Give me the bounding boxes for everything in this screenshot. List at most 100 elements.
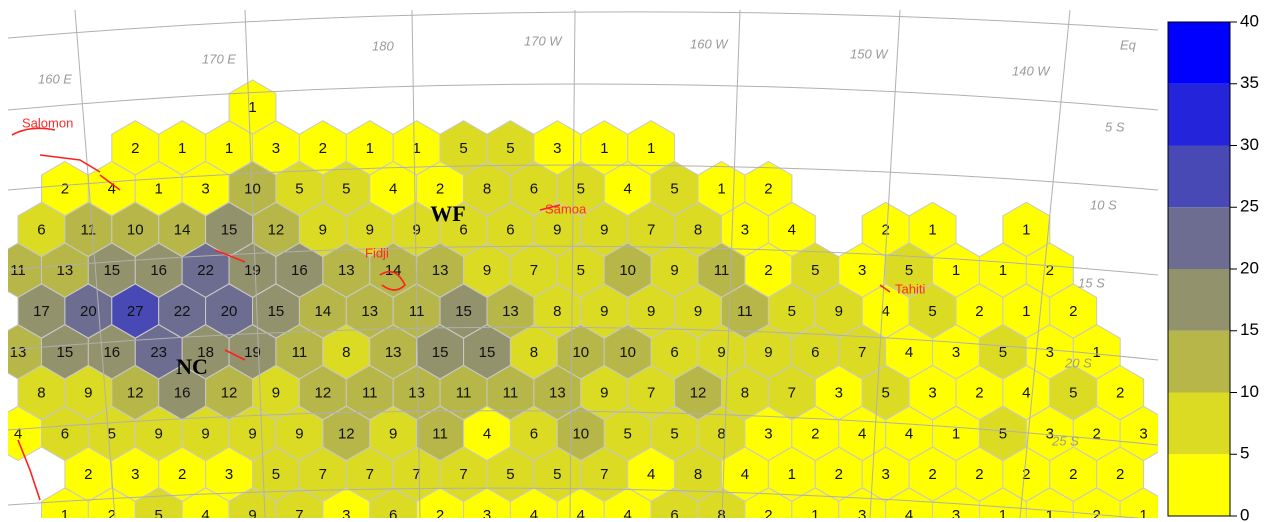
lon-label: 170 E <box>202 51 236 66</box>
hex-count: 5 <box>999 425 1007 442</box>
hex-count: 1 <box>178 140 186 157</box>
hex-count: 13 <box>432 262 449 279</box>
hex-count: 11 <box>10 262 26 279</box>
lat-label: Eq <box>1120 37 1137 52</box>
hex-count: 9 <box>201 425 209 442</box>
hex-count: 5 <box>506 466 514 483</box>
hex-count: 3 <box>131 466 139 483</box>
place-label: Tahiti <box>895 281 925 296</box>
colorbar-tick-label: 20 <box>1240 258 1259 277</box>
hex-count: 10 <box>572 425 589 442</box>
hex-count: 6 <box>811 344 819 361</box>
hex-count: 9 <box>366 221 374 238</box>
hex-count: 2 <box>835 466 843 483</box>
hex-count: 7 <box>459 466 467 483</box>
hex-count: 9 <box>835 303 843 320</box>
hex-count: 12 <box>315 385 332 402</box>
hex-count: 1 <box>61 507 69 522</box>
hex-count: 13 <box>361 303 378 320</box>
hex-count: 9 <box>717 344 725 361</box>
graticule <box>8 9 1158 518</box>
hex-count: 6 <box>670 507 678 522</box>
hex-count: 6 <box>530 181 538 198</box>
lon-label: 160 W <box>690 36 729 51</box>
hex-count: 3 <box>741 221 749 238</box>
lon-label: 180 <box>372 38 394 53</box>
hex-count: 8 <box>694 221 702 238</box>
hex-count: 4 <box>483 425 491 442</box>
hex-count: 1 <box>928 221 936 238</box>
hex-count: 2 <box>975 466 983 483</box>
hex-count: 8 <box>483 181 491 198</box>
colorbar-tick-label: 25 <box>1240 197 1259 216</box>
hex-count: 4 <box>389 181 397 198</box>
hex-count: 3 <box>342 507 350 522</box>
hex-count: 12 <box>690 385 707 402</box>
hex-count: 4 <box>108 181 116 198</box>
hex-count: 13 <box>549 385 566 402</box>
hex-count: 13 <box>338 262 355 279</box>
hex-count: 1 <box>717 181 725 198</box>
hex-count: 6 <box>530 425 538 442</box>
hex-count: 2 <box>1069 466 1077 483</box>
hex-count: 12 <box>338 425 355 442</box>
lat-label: 15 S <box>1078 275 1105 290</box>
hex-count: 2 <box>1069 303 1077 320</box>
hex-count: 2 <box>1022 466 1030 483</box>
hex-count: 4 <box>905 507 913 522</box>
hex-count: 4 <box>201 507 209 522</box>
hex-count: 6 <box>389 507 397 522</box>
hex-count: 1 <box>1022 221 1030 238</box>
hex-count: 4 <box>905 344 913 361</box>
hex-count: 20 <box>80 303 97 320</box>
hex-count: 15 <box>57 344 74 361</box>
hex-count: 12 <box>127 385 144 402</box>
hex-count: 3 <box>952 344 960 361</box>
hex-count: 3 <box>764 425 772 442</box>
hex-cell <box>1119 487 1158 518</box>
hex-count: 7 <box>600 466 608 483</box>
hex-count: 3 <box>1046 425 1054 442</box>
hex-count: 9 <box>694 303 702 320</box>
hex-count: 5 <box>670 425 678 442</box>
hex-count: 1 <box>248 99 256 116</box>
hex-count: 1 <box>366 140 374 157</box>
hex-count: 16 <box>291 262 308 279</box>
lon-label: 150 W <box>850 46 889 61</box>
hex-count: 1 <box>155 181 163 198</box>
hex-count: 5 <box>811 262 819 279</box>
hex-count: 5 <box>905 262 913 279</box>
hex-count: 1 <box>600 140 608 157</box>
hex-count: 2 <box>764 181 772 198</box>
hex-count: 16 <box>150 262 167 279</box>
hex-count: 15 <box>432 344 449 361</box>
hex-count: 17 <box>33 303 50 320</box>
colorbar-bin <box>1168 22 1230 84</box>
hex-count: 6 <box>459 221 467 238</box>
hex-count: 10 <box>619 262 636 279</box>
hex-count: 11 <box>456 385 472 402</box>
hex-count: 5 <box>577 262 585 279</box>
lat-label: 25 S <box>1051 433 1079 448</box>
hex-count: 3 <box>225 466 233 483</box>
hex-count: 11 <box>292 344 308 361</box>
hex-count: 16 <box>174 385 191 402</box>
hex-count: 9 <box>483 262 491 279</box>
hex-count: 6 <box>670 344 678 361</box>
colorbar-tick-label: 5 <box>1240 444 1249 463</box>
hex-count: 13 <box>57 262 74 279</box>
hex-count: 5 <box>506 140 514 157</box>
hex-count: 10 <box>127 221 144 238</box>
hex-count: 13 <box>408 385 425 402</box>
hex-count: 5 <box>108 425 116 442</box>
hex-count: 5 <box>577 181 585 198</box>
hex-count: 16 <box>103 344 120 361</box>
hex-count: 9 <box>647 303 655 320</box>
colorbar-tick-label: 15 <box>1240 320 1259 339</box>
hex-count: 9 <box>248 425 256 442</box>
hex-count: 5 <box>624 425 632 442</box>
hex-count: 1 <box>788 466 796 483</box>
hex-count: 4 <box>647 466 655 483</box>
hex-count: 4 <box>577 507 585 522</box>
hex-count: 23 <box>150 344 167 361</box>
